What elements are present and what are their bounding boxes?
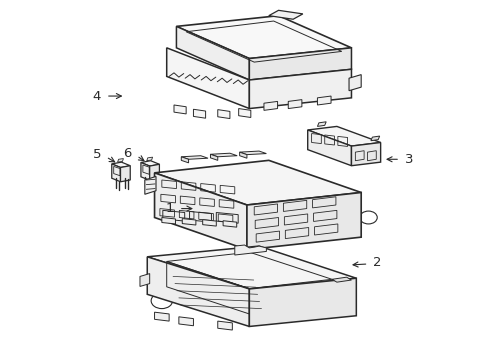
Polygon shape — [246, 193, 361, 249]
Polygon shape — [141, 162, 149, 180]
Polygon shape — [249, 278, 356, 327]
Polygon shape — [239, 152, 246, 158]
Polygon shape — [317, 122, 325, 126]
Polygon shape — [181, 156, 207, 159]
Polygon shape — [147, 246, 356, 289]
Polygon shape — [217, 321, 232, 330]
Polygon shape — [239, 151, 266, 155]
Polygon shape — [181, 157, 188, 163]
Polygon shape — [112, 162, 130, 167]
Polygon shape — [179, 317, 193, 326]
Text: 1: 1 — [165, 202, 174, 215]
Polygon shape — [370, 136, 379, 141]
Polygon shape — [144, 176, 156, 194]
Polygon shape — [202, 220, 216, 226]
Polygon shape — [149, 164, 159, 180]
Text: 3: 3 — [404, 153, 413, 166]
Text: 4: 4 — [93, 90, 101, 103]
Polygon shape — [287, 100, 301, 109]
Polygon shape — [174, 105, 186, 114]
Polygon shape — [140, 274, 149, 287]
Polygon shape — [249, 69, 351, 109]
Text: 2: 2 — [372, 256, 381, 269]
Polygon shape — [154, 312, 169, 321]
Polygon shape — [141, 161, 159, 166]
Polygon shape — [268, 10, 302, 19]
Polygon shape — [317, 96, 330, 105]
Polygon shape — [223, 221, 236, 227]
Polygon shape — [117, 158, 123, 162]
Polygon shape — [307, 130, 351, 166]
Polygon shape — [210, 153, 237, 157]
Polygon shape — [166, 48, 249, 109]
Polygon shape — [146, 157, 152, 161]
Polygon shape — [210, 154, 217, 160]
Text: 6: 6 — [123, 148, 131, 161]
Polygon shape — [348, 75, 361, 91]
Text: 5: 5 — [92, 148, 101, 162]
Polygon shape — [176, 26, 249, 80]
Polygon shape — [217, 110, 229, 118]
Polygon shape — [234, 245, 266, 255]
Polygon shape — [154, 173, 246, 249]
Polygon shape — [351, 143, 380, 166]
Polygon shape — [147, 257, 249, 327]
Polygon shape — [238, 109, 250, 117]
Polygon shape — [176, 16, 351, 59]
Polygon shape — [182, 219, 196, 225]
Polygon shape — [264, 102, 277, 111]
Polygon shape — [193, 109, 205, 118]
Polygon shape — [154, 160, 361, 205]
Polygon shape — [249, 48, 351, 80]
Polygon shape — [162, 217, 175, 224]
Polygon shape — [120, 166, 130, 182]
Polygon shape — [112, 164, 120, 182]
Polygon shape — [307, 126, 380, 146]
Polygon shape — [331, 277, 351, 282]
